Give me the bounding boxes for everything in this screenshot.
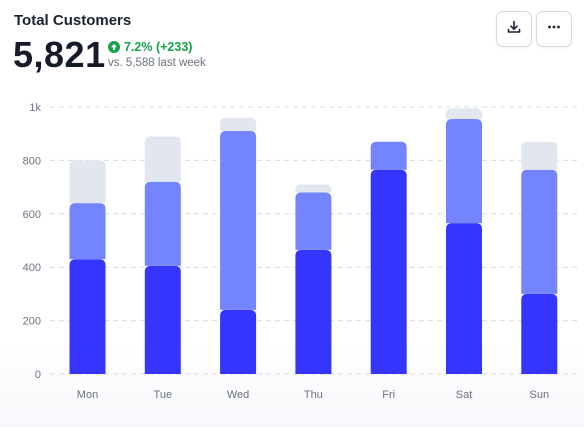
comparison-text: vs. 5,588 last week <box>108 57 206 69</box>
bar-segment[interactable] <box>69 160 106 204</box>
y-tick-label: 1k <box>29 102 41 114</box>
bar-segment[interactable] <box>295 184 332 193</box>
bar-segment[interactable] <box>521 293 558 374</box>
card-title: Total Customers <box>14 12 132 29</box>
bar-segment[interactable] <box>144 265 181 374</box>
y-tick-label: 800 <box>23 155 41 167</box>
arrow-up-circle-icon <box>108 41 120 53</box>
bar-segment[interactable] <box>220 117 257 132</box>
bar-segment[interactable] <box>370 141 407 170</box>
y-tick-label: 200 <box>23 316 41 328</box>
x-tick-label: Wed <box>227 389 249 401</box>
bar-segment[interactable] <box>295 249 332 374</box>
x-tick-label: Fri <box>382 389 395 401</box>
more-horizontal-icon <box>546 19 562 40</box>
y-tick-label: 0 <box>35 369 41 381</box>
y-tick-label: 600 <box>23 209 41 221</box>
bar-segment[interactable] <box>446 108 482 120</box>
bar-segment[interactable] <box>144 181 181 266</box>
total-value: 5,821 <box>13 34 106 75</box>
more-options-button[interactable] <box>536 11 572 47</box>
change-text: 7.2% (+233) <box>124 40 193 54</box>
bar-segment[interactable] <box>521 169 558 294</box>
bar-segment[interactable] <box>370 169 407 374</box>
bar-segment[interactable] <box>220 131 257 310</box>
bar-segment[interactable] <box>295 192 332 250</box>
change-badge: 7.2% (+233) <box>108 40 192 54</box>
x-tick-label: Tue <box>154 389 173 401</box>
bar-segment[interactable] <box>446 223 482 374</box>
bar-segment[interactable] <box>521 141 558 170</box>
x-tick-label: Mon <box>77 389 98 401</box>
bar-segment[interactable] <box>220 309 257 374</box>
bar-segment[interactable] <box>69 259 106 374</box>
bar-segment[interactable] <box>69 203 106 260</box>
x-tick-label: Thu <box>304 389 323 401</box>
x-tick-label: Sun <box>530 389 550 401</box>
bar-segment[interactable] <box>446 119 482 224</box>
download-button[interactable] <box>496 11 532 47</box>
download-icon <box>506 19 522 40</box>
y-tick-label: 400 <box>23 262 41 274</box>
bar-segment[interactable] <box>144 136 181 182</box>
x-tick-label: Sat <box>456 389 473 401</box>
